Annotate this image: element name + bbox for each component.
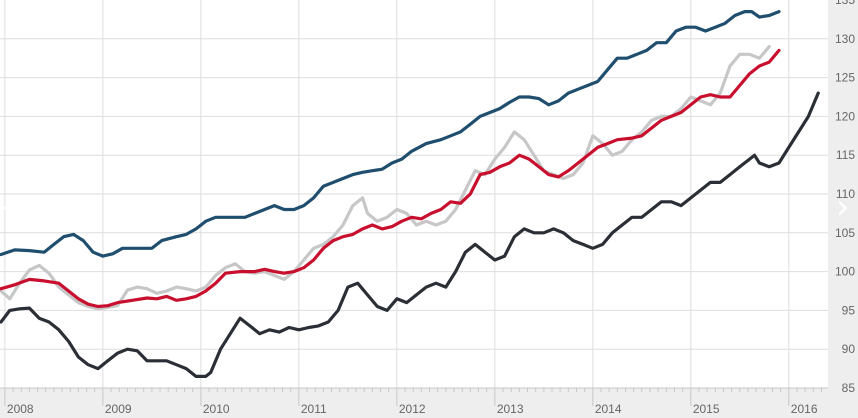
series-line-2: [0, 48, 781, 309]
y-tick-label: 100: [835, 265, 855, 279]
x-tick-label: 2014: [595, 402, 622, 416]
x-tick-label: 2010: [203, 402, 230, 416]
series-lines: [0, 10, 820, 378]
x-tick-label: 2009: [105, 402, 132, 416]
series-line-4: [0, 91, 820, 378]
x-tick-label: 2013: [497, 402, 524, 416]
chevron-right-icon[interactable]: ›: [836, 187, 850, 227]
x-tick-label: 2015: [693, 402, 720, 416]
chevron-left-icon[interactable]: ‹: [2, 187, 16, 227]
y-tick-label: 125: [835, 71, 855, 85]
y-tick-label: 115: [836, 148, 855, 162]
y-tick-label: 110: [836, 187, 855, 201]
y-tick-label: 130: [835, 32, 855, 46]
y-tick-label: 90: [842, 342, 856, 356]
x-tick-label: 2008: [7, 402, 34, 416]
y-tick-label: 105: [835, 226, 855, 240]
x-tick-label: 2016: [791, 402, 818, 416]
grid-lines: [0, 0, 828, 388]
series-line-3: [0, 10, 781, 258]
y-tick-label: 135: [835, 0, 855, 7]
y-tick-label: 85: [842, 381, 856, 395]
y-tick-label: 120: [835, 109, 855, 123]
series-line-1: [0, 45, 771, 311]
x-tick-label: 2011: [301, 402, 327, 416]
y-tick-label: 95: [842, 303, 856, 317]
x-tick-label: 2012: [399, 402, 426, 416]
